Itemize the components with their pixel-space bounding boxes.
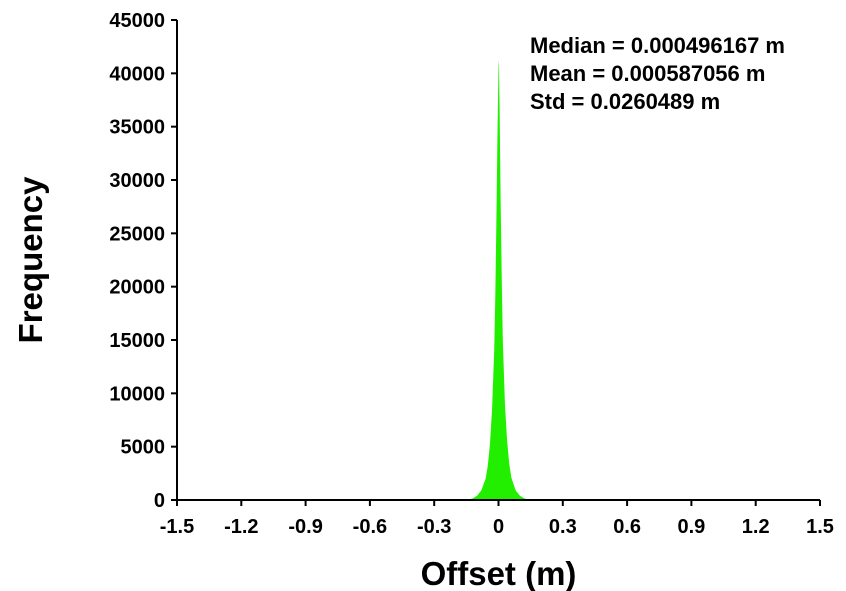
std-annotation: Std = 0.0260489 m (530, 89, 720, 114)
x-axis-ticks: -1.5 -1.2 -0.9 -0.6 -0.3 0 0.3 0.6 0.9 1.2 1.5 (160, 500, 834, 538)
y-tick-label: 20000 (109, 277, 165, 299)
y-tick-label: 35000 (109, 117, 165, 139)
x-tick-label: 1.5 (806, 516, 834, 538)
x-tick-label: -1.2 (224, 516, 258, 538)
y-tick-label: 15000 (109, 330, 165, 352)
x-tick-label: -1.5 (160, 516, 194, 538)
mean-annotation: Mean = 0.000587056 m (530, 61, 765, 86)
y-tick-label: 0 (154, 490, 165, 512)
y-axis-title: Frequency (12, 176, 49, 344)
y-tick-label: 10000 (109, 383, 165, 405)
x-axis-title: Offset (m) (421, 555, 577, 591)
y-axis-ticks: 0 5000 10000 15000 20000 25000 30000 35000 40000… (109, 10, 177, 512)
y-tick-label: 25000 (109, 223, 165, 245)
distribution-area (466, 59, 531, 500)
y-tick-label: 45000 (109, 10, 165, 32)
x-tick-label: 1.2 (742, 516, 770, 538)
x-tick-label: 0.9 (677, 516, 705, 538)
x-tick-label: -0.3 (417, 516, 451, 538)
x-tick-label: -0.6 (353, 516, 387, 538)
y-tick-label: 30000 (109, 170, 165, 192)
y-tick-label: 40000 (109, 63, 165, 85)
y-tick-label: 5000 (121, 437, 166, 459)
x-tick-label: 0 (493, 516, 504, 538)
x-tick-label: 0.3 (549, 516, 577, 538)
x-tick-label: -0.9 (288, 516, 322, 538)
x-tick-label: 0.6 (613, 516, 641, 538)
median-annotation: Median = 0.000496167 m (530, 33, 785, 58)
